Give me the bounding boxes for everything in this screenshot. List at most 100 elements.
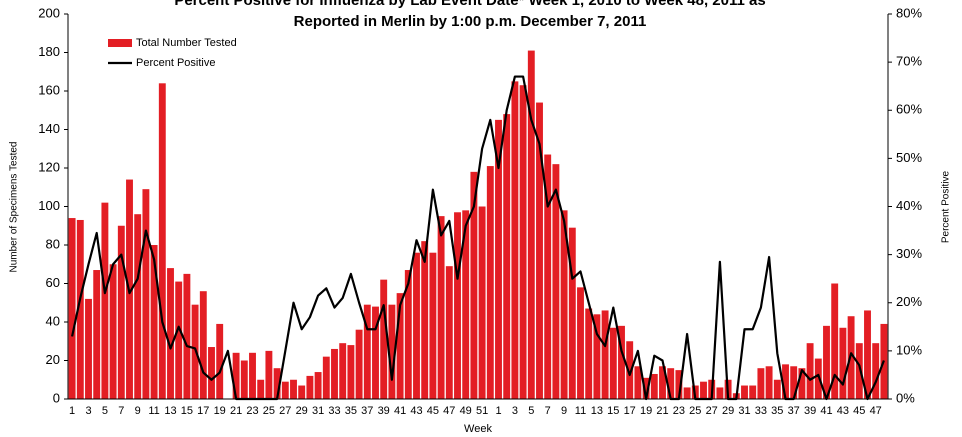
bar — [101, 202, 109, 399]
x-tick-label: 33 — [755, 405, 767, 417]
legend-label: Percent Positive — [136, 57, 215, 69]
bar — [782, 364, 789, 399]
y-tick-label: 100 — [38, 198, 60, 213]
x-tick-label: 39 — [804, 405, 816, 417]
bar — [716, 387, 724, 399]
x-tick-label: 33 — [328, 405, 340, 417]
bar — [175, 281, 183, 399]
x-tick-label: 25 — [689, 405, 701, 417]
bar — [380, 279, 388, 399]
y-tick-label: 0 — [53, 390, 60, 405]
x-tick-label: 3 — [85, 405, 91, 417]
x-tick-label: 5 — [528, 405, 534, 417]
bar — [478, 206, 486, 399]
bar — [93, 270, 101, 399]
bar — [167, 268, 174, 399]
bar — [601, 310, 609, 399]
bar — [265, 350, 273, 399]
bar — [741, 385, 748, 399]
x-tick-label: 35 — [771, 405, 783, 417]
y2-tick-label: 70% — [896, 54, 922, 69]
bar — [798, 368, 806, 399]
x-tick-label: 11 — [148, 405, 159, 417]
x-tick-label: 15 — [181, 405, 193, 417]
x-tick-label: 51 — [476, 405, 488, 417]
bar — [445, 266, 453, 399]
bar — [683, 387, 691, 399]
bar — [675, 370, 683, 399]
bar — [872, 343, 880, 399]
y2-tick-label: 60% — [896, 102, 922, 117]
bar — [273, 368, 281, 399]
bar — [757, 368, 765, 399]
x-axis-label: Week — [464, 423, 492, 435]
y-tick-label: 180 — [38, 44, 60, 59]
bar — [462, 210, 470, 399]
x-tick-label: 29 — [722, 405, 734, 417]
bar — [765, 366, 773, 399]
bar — [68, 218, 76, 399]
bar — [634, 366, 642, 399]
bar — [158, 83, 166, 400]
y2-tick-label: 80% — [896, 5, 922, 20]
bar — [249, 352, 256, 399]
bar — [429, 252, 437, 399]
bar — [511, 81, 519, 399]
bar — [413, 252, 420, 399]
x-tick-label: 25 — [263, 405, 275, 417]
bar — [331, 348, 338, 399]
x-tick-label: 29 — [296, 405, 308, 417]
chart-title: Reported in Merlin by 1:00 p.m. December… — [294, 13, 647, 30]
bar — [109, 264, 117, 399]
x-tick-label: 41 — [394, 405, 406, 417]
y-tick-label: 160 — [38, 82, 60, 97]
bar — [700, 381, 707, 399]
x-tick-label: 7 — [118, 405, 124, 417]
x-tick-label: 17 — [197, 405, 209, 417]
x-tick-label: 11 — [575, 405, 586, 417]
y2-tick-label: 10% — [896, 342, 922, 357]
chart-title: Percent Positive for Influenza by Lab Ev… — [174, 0, 765, 9]
bar — [76, 219, 84, 399]
bar — [593, 314, 601, 399]
bar — [314, 372, 322, 399]
y2-tick-label: 40% — [896, 198, 922, 213]
bar — [298, 385, 306, 399]
x-tick-label: 23 — [246, 405, 258, 417]
bar — [421, 241, 429, 399]
bar — [667, 368, 675, 399]
bar — [650, 373, 658, 399]
bar — [232, 352, 240, 399]
y-tick-label: 80 — [46, 236, 60, 251]
bar — [864, 310, 871, 399]
bar — [470, 171, 478, 399]
bar — [404, 270, 412, 399]
bar — [322, 356, 330, 399]
x-tick-label: 3 — [512, 405, 518, 417]
bar — [618, 325, 625, 399]
y-tick-label: 60 — [46, 275, 60, 290]
x-tick-label: 19 — [640, 405, 652, 417]
x-tick-label: 41 — [820, 405, 832, 417]
bar — [552, 164, 560, 399]
bar — [814, 358, 822, 399]
x-tick-label: 27 — [279, 405, 291, 417]
bar — [240, 360, 248, 399]
y-tick-label: 120 — [38, 159, 60, 174]
bar — [199, 291, 207, 399]
bar — [503, 114, 511, 399]
bar — [839, 327, 847, 399]
bar — [519, 85, 527, 399]
legend-label: Total Number Tested — [136, 37, 237, 49]
bar — [216, 323, 224, 399]
bar — [372, 306, 379, 399]
bar — [642, 377, 650, 399]
bar — [437, 216, 445, 399]
bar — [486, 166, 494, 399]
bar — [281, 381, 289, 399]
bar — [363, 304, 371, 399]
x-tick-label: 35 — [345, 405, 357, 417]
bar — [659, 366, 666, 399]
bar — [823, 325, 830, 399]
bar — [585, 308, 593, 399]
